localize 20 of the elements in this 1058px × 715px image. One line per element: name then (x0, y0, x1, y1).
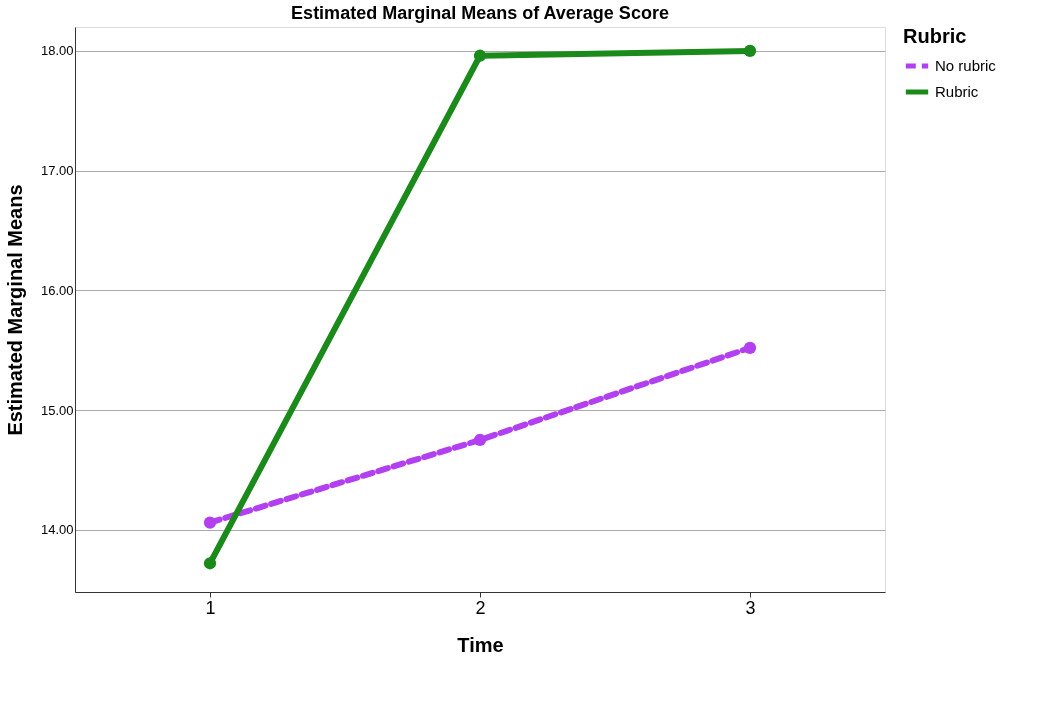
y-tick-label: 17.00 (40, 163, 74, 179)
y-axis-title: Estimated Marginal Means (3, 184, 26, 436)
x-tick-label: 3 (745, 597, 756, 618)
y-tick-label: 14.00 (40, 522, 74, 538)
x-axis-title: Time (457, 633, 504, 656)
chart-title: Estimated Marginal Means of Average Score (291, 3, 669, 23)
point (473, 49, 487, 62)
legend-label: No rubric (935, 57, 997, 74)
point (203, 516, 217, 529)
legend-title: Rubric (903, 25, 967, 47)
point (473, 433, 487, 447)
x-tick-label: 2 (475, 597, 486, 618)
point (743, 341, 757, 354)
x-tick-label: 1 (205, 597, 216, 618)
point (743, 44, 757, 58)
y-tick-label: 15.00 (40, 402, 74, 418)
legend-label: Rubric (935, 83, 979, 100)
y-tick-label: 18.00 (40, 43, 74, 59)
y-tick-label: 16.00 (40, 282, 74, 298)
point (203, 557, 217, 570)
